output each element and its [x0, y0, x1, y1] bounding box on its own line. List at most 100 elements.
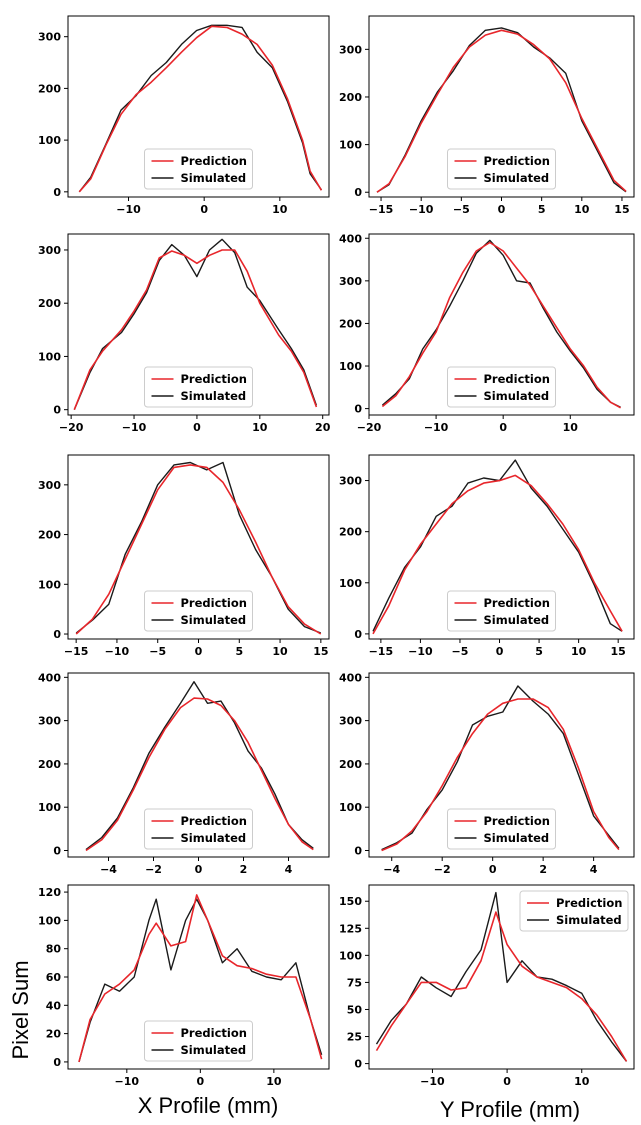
simulated-line	[78, 898, 323, 1063]
x-tick-label: −10	[424, 421, 449, 434]
y-tick-label: 300	[38, 479, 61, 492]
legend-simulated-label: Simulated	[181, 1043, 247, 1057]
legend: Prediction Simulated	[519, 890, 629, 932]
y-tick-label: 200	[38, 529, 61, 542]
legend: Prediction Simulated	[144, 148, 253, 190]
y-tick-label: 100	[339, 949, 362, 962]
y-tick-label: 0	[354, 628, 362, 641]
legend-simulated-label: Simulated	[181, 831, 247, 845]
y-tick-label: 300	[339, 275, 362, 288]
x-tick-label: 15	[611, 645, 626, 658]
x-tick-label: 10	[571, 645, 587, 658]
y-tick-label: 50	[347, 1003, 363, 1016]
y-tick-label: 40	[46, 999, 62, 1012]
x-tick-label: 0	[197, 1075, 205, 1088]
legend-simulated-label: Simulated	[181, 389, 247, 403]
prediction-line	[381, 241, 621, 409]
y-tick-label: 100	[38, 134, 61, 147]
y-tick-label: 300	[339, 475, 362, 488]
legend-simulated-label: Simulated	[181, 613, 247, 627]
legend-box	[144, 148, 253, 190]
y-tick-label: 200	[38, 297, 61, 310]
x-tick-label: 10	[252, 421, 268, 434]
y-tick-label: 100	[38, 578, 61, 591]
legend-simulated-label: Simulated	[484, 613, 550, 627]
legend-box	[144, 366, 253, 408]
x-tick-label: −15	[64, 645, 89, 658]
legend-prediction-label: Prediction	[484, 814, 550, 828]
y-tick-label: 0	[53, 186, 61, 199]
y-tick-label: 100	[38, 801, 61, 814]
x-tick-label: 10	[574, 1075, 590, 1088]
x-tick-label: −10	[105, 645, 130, 658]
y-tick-label: 400	[38, 671, 61, 684]
x-tick-label: −20	[357, 421, 382, 434]
y-tick-label: 60	[46, 971, 62, 984]
subplot-7: −4 −2 0 2 4 0 100 200 300 400 Prediction Simulated	[38, 671, 330, 876]
legend-prediction-label: Prediction	[181, 154, 247, 168]
legend-box	[447, 590, 556, 632]
x-tick-label: 0	[193, 421, 201, 434]
legend: Prediction Simulated	[447, 366, 556, 408]
x-tick-label: −15	[369, 203, 394, 216]
y-tick-label: 80	[46, 943, 62, 956]
x-tick-label: −4	[100, 863, 117, 876]
legend-simulated-label: Simulated	[484, 831, 550, 845]
y-tick-label: 0	[354, 1058, 362, 1071]
legend-box	[144, 590, 253, 632]
y-tick-label: 400	[339, 671, 362, 684]
prediction-line	[73, 249, 318, 410]
x-tick-label: −20	[59, 421, 84, 434]
legend: Prediction Simulated	[144, 366, 253, 408]
x-tick-label: 0	[498, 203, 506, 216]
legend: Prediction Simulated	[144, 1020, 253, 1062]
legend-prediction-label: Prediction	[181, 372, 247, 386]
legend: Prediction Simulated	[144, 808, 253, 850]
y-tick-label: 300	[38, 31, 61, 44]
legend: Prediction Simulated	[447, 808, 556, 850]
legend-prediction-label: Prediction	[181, 596, 247, 610]
y-tick-label: 0	[354, 845, 362, 858]
legend-prediction-label: Prediction	[484, 372, 550, 386]
y-tick-label: 300	[38, 715, 61, 728]
y-tick-label: 0	[53, 845, 61, 858]
plot-frame	[368, 884, 635, 1070]
x-tick-label: −4	[383, 863, 400, 876]
y-tick-label: 0	[53, 1056, 61, 1069]
x-tick-label: 4	[590, 863, 598, 876]
legend-prediction-label: Prediction	[181, 1026, 247, 1040]
x-tick-label: −10	[409, 203, 434, 216]
subplot-8: −4 −2 0 2 4 0 100 200 300 400 Prediction Simulated	[339, 671, 635, 876]
y-tick-label: 25	[347, 1031, 362, 1044]
simulated-line	[73, 238, 318, 410]
simulated-line	[85, 681, 314, 851]
prediction-line	[78, 894, 323, 1063]
x-tick-label: 0	[503, 1075, 511, 1088]
legend: Prediction Simulated	[447, 590, 556, 632]
x-tick-label: −5	[453, 203, 470, 216]
y-tick-label: 100	[38, 350, 61, 363]
x-tick-label: 10	[272, 203, 288, 216]
y-tick-label: 200	[38, 758, 61, 771]
prediction-line	[78, 25, 323, 193]
legend-simulated-label: Simulated	[484, 171, 550, 185]
y-tick-label: 0	[354, 403, 362, 416]
subplot-5: −15 −10 −5 0 5 10 15 0 100 200 300 Prediction Simula…	[38, 454, 330, 658]
x-tick-label: 10	[574, 203, 590, 216]
x-tick-label: −15	[369, 645, 394, 658]
prediction-line	[75, 464, 322, 635]
x-tick-label: 0	[195, 863, 203, 876]
plot-frame	[368, 454, 635, 640]
simulated-line	[78, 24, 322, 193]
legend-simulated-label: Simulated	[484, 389, 550, 403]
simulated-line	[376, 27, 627, 193]
y-tick-label: 300	[339, 43, 362, 56]
subplot-4: −20 −10 0 100100200300400PredictionSimulate…	[339, 232, 635, 434]
legend-prediction-label: Prediction	[181, 814, 247, 828]
x-tick-label: 5	[535, 645, 543, 658]
plot-frame	[67, 233, 330, 416]
x-tick-label: 15	[313, 645, 328, 658]
